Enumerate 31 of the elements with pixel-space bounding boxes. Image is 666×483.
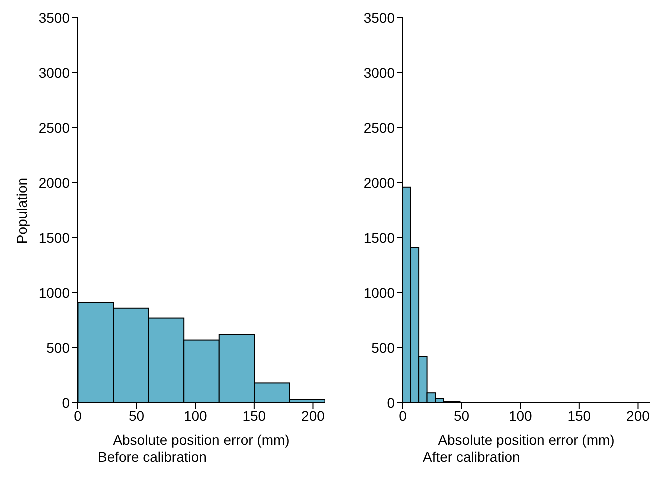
y-tick-label: 2000 [364, 174, 396, 191]
y-tick-label: 3500 [364, 10, 396, 26]
y-tick-label: 2000 [38, 174, 70, 191]
x-tick-label: 50 [129, 408, 145, 424]
x-axis-title: Absolute position error (mm) [438, 432, 615, 448]
x-tick-label: 100 [184, 408, 208, 424]
y-tick-label: 500 [372, 340, 396, 356]
y-tick-label: 1000 [364, 284, 396, 301]
y-tick-label: 3500 [38, 10, 70, 26]
x-tick-label: 200 [626, 408, 650, 424]
x-tick-label: 0 [399, 408, 408, 424]
y-tick-label: 2500 [364, 120, 396, 136]
x-tick-label: 0 [74, 408, 82, 424]
x-tick-label: 50 [454, 408, 470, 424]
y-tick-label: 0 [62, 394, 70, 411]
x-axis-title: Absolute position error (mm) [113, 432, 290, 448]
y-tick-label: 3000 [38, 64, 70, 81]
y-tick-label: 500 [46, 340, 70, 356]
x-tick-label: 150 [568, 408, 592, 424]
y-tick-label: 3000 [364, 64, 396, 81]
x-tick-label: 200 [302, 408, 326, 424]
x-tick-label: 100 [508, 408, 533, 424]
y-tick-label: 1000 [38, 284, 70, 301]
y-tick-label: 1500 [38, 230, 70, 246]
y-tick-label: 0 [387, 394, 396, 411]
text: Before calibration [98, 449, 207, 465]
y-tick-label: 2500 [38, 120, 70, 136]
x-tick-label: 150 [242, 408, 266, 424]
y-tick-label: 1500 [364, 230, 396, 246]
y-axis-title: Population [14, 177, 30, 244]
text: After calibration [423, 449, 520, 465]
